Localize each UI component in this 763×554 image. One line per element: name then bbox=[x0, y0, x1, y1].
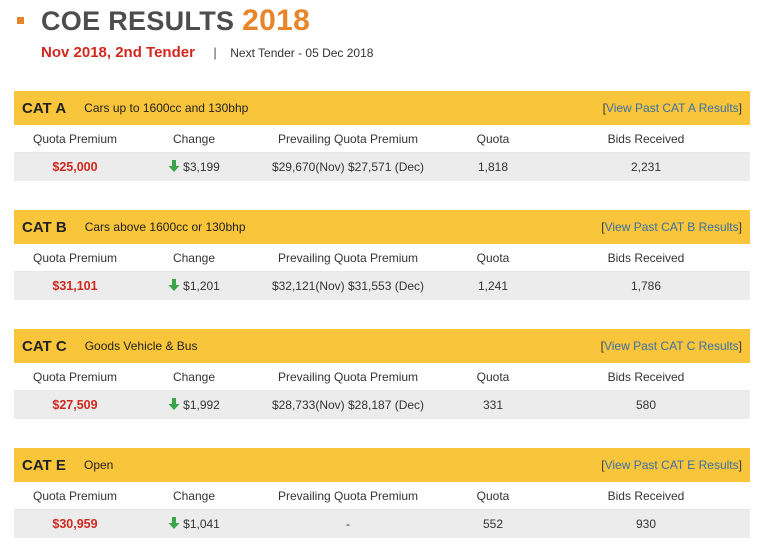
col-quota-premium: Quota Premium bbox=[32, 369, 118, 384]
change-value: $1,992 bbox=[183, 398, 220, 412]
quota-premium-value: $31,101 bbox=[52, 279, 98, 293]
link-bracket-close: ] bbox=[738, 220, 742, 234]
change-cell: $1,992 bbox=[136, 398, 252, 412]
view-past-cat-e-link[interactable]: [View Past CAT E Results] bbox=[601, 458, 742, 472]
link-text[interactable]: View Past CAT E Results bbox=[604, 458, 739, 472]
quota-premium-value: $27,509 bbox=[52, 398, 98, 412]
col-change: Change bbox=[172, 488, 216, 503]
link-text[interactable]: View Past CAT B Results bbox=[604, 220, 739, 234]
cat-description: Cars up to 1600cc and 130bhp bbox=[84, 101, 249, 115]
change-cell: $3,199 bbox=[136, 160, 252, 174]
column-headers: Quota Premium Change Prevailing Quota Pr… bbox=[14, 482, 750, 510]
col-prevailing: Prevailing Quota Premium bbox=[277, 131, 419, 146]
col-prevailing: Prevailing Quota Premium bbox=[277, 488, 419, 503]
col-bids: Bids Received bbox=[607, 488, 685, 503]
link-text[interactable]: View Past CAT A Results bbox=[605, 101, 739, 115]
col-change: Change bbox=[172, 250, 216, 265]
cat-header: CAT B Cars above 1600cc or 130bhp [View … bbox=[14, 210, 750, 244]
col-bids: Bids Received bbox=[607, 369, 685, 384]
cat-name: CAT E bbox=[22, 456, 66, 474]
cat-b-block: CAT B Cars above 1600cc or 130bhp [View … bbox=[14, 210, 750, 300]
col-change: Change bbox=[172, 131, 216, 146]
cat-c-block: CAT C Goods Vehicle & Bus [View Past CAT… bbox=[14, 329, 750, 419]
page-title: COE RESULTS 2018 bbox=[41, 4, 310, 38]
view-past-cat-b-link[interactable]: [View Past CAT B Results] bbox=[601, 220, 742, 234]
col-quota: Quota bbox=[476, 131, 510, 146]
cat-a-block: CAT A Cars up to 1600cc and 130bhp [View… bbox=[14, 91, 750, 181]
arrow-down-icon bbox=[168, 517, 180, 529]
cat-description: Open bbox=[84, 458, 114, 472]
quota-value: 1,241 bbox=[477, 279, 509, 293]
title-bullet bbox=[17, 17, 24, 24]
results-row: $25,000 $3,199 $29,670(Nov) $27,571 (Dec… bbox=[14, 153, 750, 181]
results-row: $27,509 $1,992 $28,733(Nov) $28,187 (Dec… bbox=[14, 391, 750, 419]
cat-description: Goods Vehicle & Bus bbox=[84, 339, 198, 353]
arrow-down-icon bbox=[168, 160, 180, 172]
arrow-down-icon bbox=[168, 398, 180, 410]
cat-header: CAT C Goods Vehicle & Bus [View Past CAT… bbox=[14, 329, 750, 363]
change-value: $3,199 bbox=[183, 160, 220, 174]
change-value: $1,201 bbox=[183, 279, 220, 293]
prevailing-value: - bbox=[346, 517, 350, 531]
link-bracket-open: [ bbox=[601, 458, 605, 472]
col-quota-premium: Quota Premium bbox=[32, 250, 118, 265]
cat-name: CAT C bbox=[22, 337, 67, 355]
col-prevailing: Prevailing Quota Premium bbox=[277, 250, 419, 265]
change-cell: $1,201 bbox=[136, 279, 252, 293]
link-bracket-close: ] bbox=[738, 101, 742, 115]
quota-premium-value: $25,000 bbox=[52, 160, 98, 174]
cat-header: CAT E Open [View Past CAT E Results] bbox=[14, 448, 750, 482]
link-bracket-close: ] bbox=[738, 458, 742, 472]
quota-value: 1,818 bbox=[477, 160, 509, 174]
cat-description: Cars above 1600cc or 130bhp bbox=[84, 220, 246, 234]
change-cell: $1,041 bbox=[136, 517, 252, 531]
column-headers: Quota Premium Change Prevailing Quota Pr… bbox=[14, 244, 750, 272]
quota-value: 552 bbox=[482, 517, 504, 531]
column-headers: Quota Premium Change Prevailing Quota Pr… bbox=[14, 363, 750, 391]
arrow-down-icon bbox=[168, 279, 180, 291]
page-title-year: 2018 bbox=[242, 4, 311, 37]
cat-header: CAT A Cars up to 1600cc and 130bhp [View… bbox=[14, 91, 750, 125]
view-past-cat-a-link[interactable]: [View Past CAT A Results] bbox=[603, 101, 742, 115]
bids-value: 2,231 bbox=[630, 160, 662, 174]
col-quota: Quota bbox=[476, 369, 510, 384]
link-bracket-open: [ bbox=[602, 101, 606, 115]
link-bracket-close: ] bbox=[738, 339, 742, 353]
column-headers: Quota Premium Change Prevailing Quota Pr… bbox=[14, 125, 750, 153]
change-value: $1,041 bbox=[183, 517, 220, 531]
bids-value: 1,786 bbox=[630, 279, 662, 293]
link-bracket-open: [ bbox=[600, 339, 604, 353]
col-quota: Quota bbox=[476, 488, 510, 503]
link-bracket-open: [ bbox=[601, 220, 605, 234]
cat-name: CAT A bbox=[22, 99, 67, 117]
bids-value: 580 bbox=[635, 398, 657, 412]
tender-separator: | bbox=[213, 45, 217, 60]
current-tender: Nov 2018, 2nd Tender bbox=[41, 44, 195, 61]
col-change: Change bbox=[172, 369, 216, 384]
col-quota-premium: Quota Premium bbox=[32, 488, 118, 503]
col-quota: Quota bbox=[476, 250, 510, 265]
results-row: $31,101 $1,201 $32,121(Nov) $31,553 (Dec… bbox=[14, 272, 750, 300]
page-title-text: COE RESULTS bbox=[41, 6, 235, 36]
tender-info: Nov 2018, 2nd Tender | Next Tender - 05 … bbox=[41, 44, 373, 62]
cat-name: CAT B bbox=[22, 218, 67, 236]
bids-value: 930 bbox=[635, 517, 657, 531]
view-past-cat-c-link[interactable]: [View Past CAT C Results] bbox=[601, 339, 742, 353]
prevailing-value: $29,670(Nov) $27,571 (Dec) bbox=[271, 160, 425, 174]
col-quota-premium: Quota Premium bbox=[32, 131, 118, 146]
quota-value: 331 bbox=[482, 398, 504, 412]
col-prevailing: Prevailing Quota Premium bbox=[277, 369, 419, 384]
col-bids: Bids Received bbox=[607, 250, 685, 265]
results-row: $30,959 $1,041 - 552 930 bbox=[14, 510, 750, 538]
quota-premium-value: $30,959 bbox=[52, 517, 98, 531]
col-bids: Bids Received bbox=[607, 131, 685, 146]
prevailing-value: $32,121(Nov) $31,553 (Dec) bbox=[271, 279, 425, 293]
prevailing-value: $28,733(Nov) $28,187 (Dec) bbox=[271, 398, 425, 412]
cat-e-block: CAT E Open [View Past CAT E Results] Quo… bbox=[14, 448, 750, 538]
next-tender: Next Tender - 05 Dec 2018 bbox=[230, 46, 374, 60]
link-text[interactable]: View Past CAT C Results bbox=[603, 339, 739, 353]
